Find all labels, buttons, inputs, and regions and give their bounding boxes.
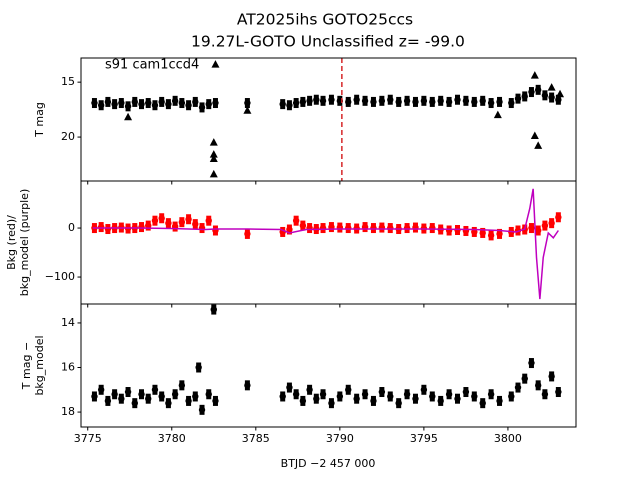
x-tick-label: 3780: [158, 432, 186, 445]
y-axis-label: T mag: [33, 102, 46, 138]
y-tick-label: 0: [68, 221, 75, 234]
y-tick-label: 18: [61, 405, 75, 418]
triangle-point: [556, 89, 565, 98]
annotation: s91 cam1ccd4: [105, 58, 199, 73]
triangle-point: [547, 83, 556, 91]
chart-title: AT2025ihs GOTO25ccs: [237, 11, 413, 29]
triangle-point: [209, 154, 218, 163]
axes-frame: [80, 303, 577, 428]
x-tick-label: 3795: [410, 432, 438, 445]
triangle-point: [209, 138, 218, 146]
triangle-point: [124, 112, 133, 121]
triangle-point: [530, 71, 539, 79]
triangle-point: [534, 141, 543, 149]
y-tick-label: 14: [61, 316, 75, 329]
y-axis-label: bkg_model (purple): [18, 189, 31, 296]
x-axis-label: BTJD −2 457 000: [281, 457, 376, 470]
x-tick-label: 3800: [494, 432, 522, 445]
chart-subtitle: 19.27L-GOTO Unclassified z= -99.0: [191, 33, 465, 51]
y-tick-label: 20: [61, 130, 75, 143]
plot-area: [91, 188, 562, 300]
triangle-point: [530, 131, 539, 139]
x-tick-label: 3785: [242, 432, 270, 445]
triangle-point: [209, 169, 218, 178]
plot-area: [91, 60, 565, 178]
plot-area: [91, 304, 562, 415]
y-tick-label: 15: [61, 75, 75, 88]
model-line: [92, 188, 559, 300]
triangle-point: [243, 106, 252, 114]
triangle-point: [493, 110, 502, 119]
axes-frame: [80, 180, 577, 305]
triangle-point: [209, 150, 218, 158]
y-tick-label: 16: [61, 361, 75, 374]
triangle-point: [211, 60, 220, 68]
y-axis-label: T mag −: [20, 342, 33, 390]
axes-frame: [80, 57, 577, 182]
y-tick-label: −100: [45, 270, 75, 283]
x-tick-label: 3790: [326, 432, 354, 445]
y-axis-label: Bkg (red)/: [5, 215, 18, 270]
y-axis-label: bkg_model: [33, 335, 46, 395]
x-tick-label: 3775: [74, 432, 102, 445]
